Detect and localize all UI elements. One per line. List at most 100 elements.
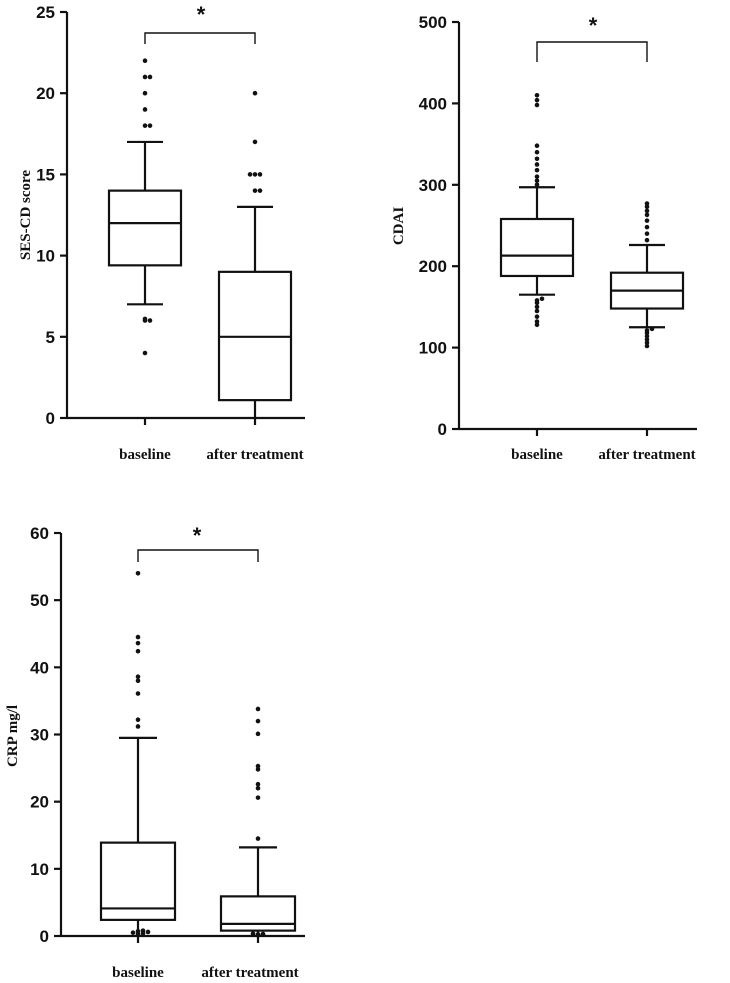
outlier-point-baseline (534, 178, 540, 184)
outlier-point-baseline (534, 92, 540, 98)
outlier-point-baseline (534, 308, 540, 314)
box-baseline (107, 189, 183, 267)
outlier-point-after-treatment (644, 337, 650, 342)
outlier-point-baseline (142, 58, 148, 64)
y-tick-label: 0 (438, 420, 447, 439)
outlier-point-after-treatment (255, 795, 261, 800)
outlier-point-baseline (534, 298, 540, 303)
outlier-point-baseline (135, 640, 141, 646)
outlier-point-after-treatment (644, 343, 650, 349)
outlier-point-baseline (539, 296, 545, 302)
outlier-point-baseline (147, 318, 153, 323)
y-tick-label: 500 (419, 13, 447, 32)
y-tick-label: 25 (36, 3, 55, 22)
y-tick-label: 60 (30, 524, 49, 543)
y-tick-label: 5 (46, 328, 55, 347)
outlier-point-baseline (534, 174, 540, 179)
outlier-point-after-treatment (250, 931, 256, 936)
outlier-point-after-treatment (255, 836, 261, 841)
outlier-point-baseline (142, 74, 148, 80)
y-tick-label: 0 (40, 927, 49, 946)
significance-star: * (589, 13, 598, 38)
outlier-point-after-treatment (644, 218, 650, 223)
outlier-point-after-treatment (255, 767, 261, 772)
y-axis-title: SES-CD score (18, 170, 34, 260)
y-axis-title: CDAI (391, 207, 407, 245)
outlier-point-baseline (135, 648, 141, 654)
outlier-point-baseline (140, 928, 146, 933)
outlier-point-after-treatment (644, 333, 650, 339)
outlier-point-baseline (534, 304, 540, 310)
cdai-panel: CDAI * baseline after treatment 0 100 200 3… (391, 13, 697, 463)
outlier-point-after-treatment (255, 785, 261, 791)
x-tick-label-baseline: baseline (112, 965, 164, 981)
outlier-point-after-treatment (255, 731, 261, 737)
outlier-point-baseline (534, 319, 540, 324)
outlier-point-baseline (135, 724, 141, 729)
outlier-point-baseline (534, 149, 540, 155)
outlier-point-baseline (135, 691, 141, 696)
outlier-point-after-treatment (257, 172, 263, 177)
x-tick-label-after-treatment: after treatment (206, 447, 303, 463)
outlier-point-after-treatment (252, 172, 258, 177)
outlier-point-baseline (534, 156, 540, 162)
ses-cd-panel: SES-CD score * baseline after treatment … (18, 2, 305, 463)
x-tick-label-baseline: baseline (119, 447, 171, 463)
significance-bracket (536, 41, 648, 62)
outlier-point-after-treatment (252, 188, 258, 193)
significance-star: * (197, 2, 206, 27)
outlier-point-baseline (142, 90, 148, 96)
outlier-point-baseline (142, 107, 148, 112)
y-tick-label: 50 (30, 591, 49, 610)
outlier-point-after-treatment (255, 718, 261, 724)
outlier-point-after-treatment (252, 139, 258, 145)
outlier-point-after-treatment (644, 208, 650, 214)
outlier-point-baseline (135, 571, 141, 576)
x-tick-label-baseline: baseline (511, 447, 563, 463)
y-tick-label: 10 (36, 247, 55, 266)
box-baseline (99, 841, 177, 921)
y-tick-label: 20 (36, 84, 55, 103)
outlier-point-after-treatment (252, 90, 258, 96)
outlier-point-after-treatment (644, 212, 650, 218)
significance-star: * (193, 523, 202, 548)
box-baseline (499, 217, 575, 278)
outlier-point-baseline (147, 123, 153, 128)
outlier-point-baseline (534, 143, 540, 149)
y-tick-label: 300 (419, 176, 447, 195)
outlier-point-baseline (142, 350, 148, 356)
y-tick-label: 400 (419, 94, 447, 113)
outlier-point-baseline (147, 74, 153, 80)
outlier-point-baseline (135, 928, 141, 934)
crp-panel: CRP mg/l * baseline after treatment 0 10 2… (5, 523, 305, 981)
outlier-point-after-treatment (644, 237, 650, 243)
y-tick-label: 20 (30, 793, 49, 812)
outlier-point-baseline (145, 929, 151, 935)
outlier-point-after-treatment (260, 931, 266, 937)
y-tick-label: 0 (46, 409, 55, 428)
y-axis-title: CRP mg/l (5, 705, 21, 767)
outlier-point-baseline (142, 316, 148, 322)
outlier-point-baseline (534, 314, 540, 319)
x-tick-label-after-treatment: after treatment (201, 965, 298, 981)
outlier-point-baseline (534, 102, 540, 108)
significance-bracket (137, 549, 259, 562)
outlier-point-baseline (534, 182, 540, 188)
outlier-point-baseline (135, 717, 141, 723)
y-tick-label: 200 (419, 257, 447, 276)
outlier-point-baseline (135, 674, 141, 680)
outlier-point-baseline (534, 162, 540, 167)
outlier-point-after-treatment (644, 328, 650, 333)
y-tick-label: 40 (30, 658, 49, 677)
outlier-point-after-treatment (644, 231, 650, 236)
outlier-point-baseline (130, 930, 136, 935)
outlier-point-baseline (534, 322, 540, 328)
outlier-point-after-treatment (255, 706, 261, 712)
significance-bracket (144, 32, 256, 44)
outlier-point-after-treatment (644, 201, 650, 206)
outlier-point-baseline (534, 97, 540, 103)
box-after-treatment (219, 895, 297, 932)
outlier-point-baseline (135, 678, 141, 684)
y-tick-label: 100 (419, 339, 447, 358)
